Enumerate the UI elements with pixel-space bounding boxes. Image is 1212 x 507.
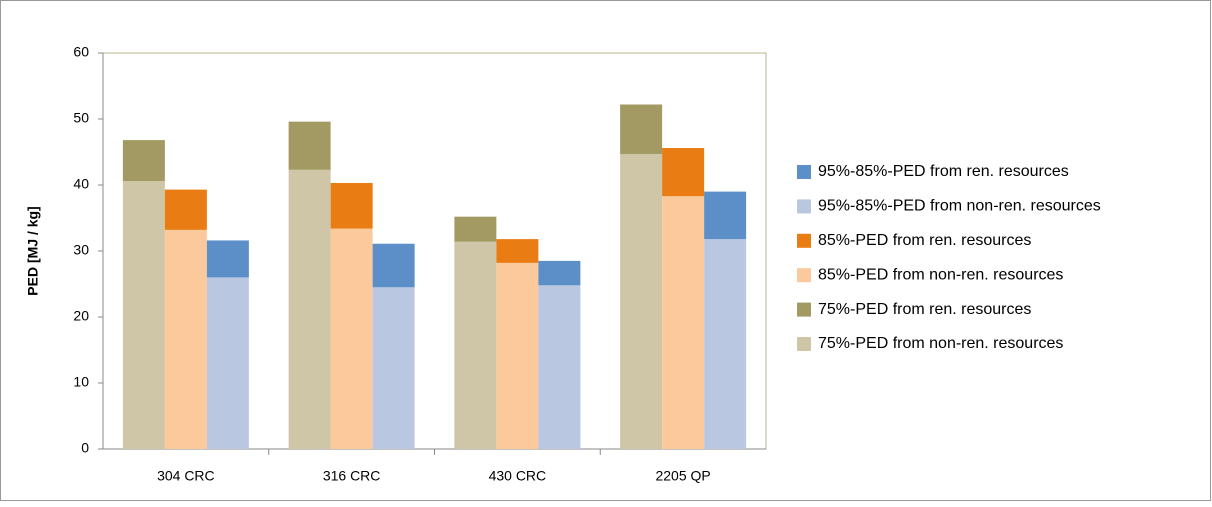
bar-segment [330,183,373,229]
bar-segment [122,181,165,450]
y-tick-label: 10 [73,374,89,390]
legend-swatch [797,165,811,179]
legend-swatch [797,233,811,248]
y-tick-label: 40 [73,176,89,192]
bar-segment [164,229,207,449]
bar-segment [206,240,249,278]
legend-label: 75%-PED from ren. resources [818,301,1031,318]
bar-segment [704,239,747,449]
bar-segment [496,262,539,449]
bar-segment [620,153,663,450]
legend-label: 85%-PED from ren. resources [818,232,1031,249]
bar-segment [122,140,165,182]
bar-segment [288,121,331,170]
bar-segment [372,287,415,449]
y-axis-label: PED [MJ / kg] [25,206,41,295]
bar-segment [620,104,663,154]
legend-label: 75%-PED from non-ren. resources [818,335,1063,352]
y-tick-label: 0 [81,440,89,456]
y-tick-label: 20 [73,308,89,324]
x-tick-label: 2205 QP [655,468,710,484]
bar-segment [206,277,249,449]
y-tick-label: 50 [73,110,89,126]
bar-segment [538,260,581,286]
legend-swatch [797,199,811,214]
x-tick-label: 430 CRC [489,468,547,484]
x-tick-label: 304 CRC [157,468,215,484]
legend-label: 85%-PED from non-ren. resources [818,266,1063,283]
bar-segment [662,148,705,197]
bar-segment [496,239,539,263]
bar-segment [330,228,373,449]
bar-segment [372,243,415,288]
legend-label: 95%-85%-PED from ren. resources [818,163,1069,180]
bar-segment [454,241,497,449]
bar-segment [454,216,497,242]
y-tick-label: 60 [73,44,89,60]
bar-segment [288,169,331,449]
bar-segment [662,196,705,449]
x-tick-label: 316 CRC [323,468,381,484]
legend-swatch [797,302,811,317]
y-tick-label: 30 [73,242,89,258]
legend-swatch [797,337,811,351]
legend-swatch [797,268,811,283]
bar-segment [704,191,747,240]
bar-segment [164,189,207,230]
bar-segment [538,285,581,449]
legend-label: 95%-85%-PED from non-ren. resources [818,198,1101,215]
